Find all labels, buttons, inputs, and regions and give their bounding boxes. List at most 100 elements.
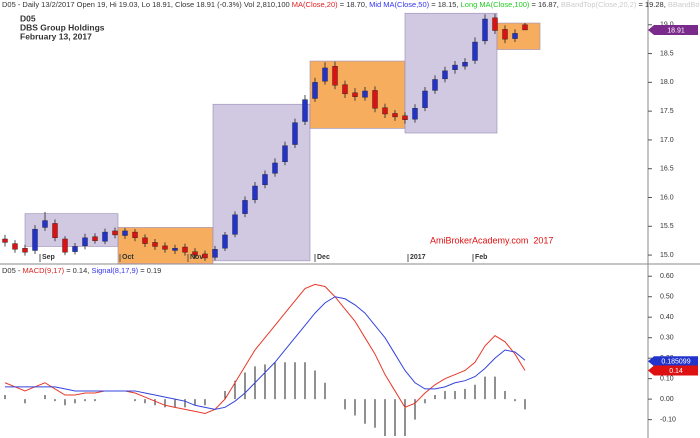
y-tick-label: 0.40 xyxy=(660,314,674,321)
value-flag xyxy=(648,365,698,376)
header-part: = 16.87, xyxy=(529,0,560,9)
header-part: = 18.15, xyxy=(429,0,460,9)
candle-body xyxy=(22,247,28,253)
candle-body xyxy=(342,84,348,95)
y-tick-label: 16.5 xyxy=(660,166,674,173)
value-flag-label: 18.91 xyxy=(667,27,685,34)
header-part: = 0.19 xyxy=(138,266,161,275)
candle-body xyxy=(132,231,138,239)
candle-body xyxy=(492,17,498,31)
header-text: D05 - MACD(9,17) = 0.14, Signal(8,17,9) … xyxy=(2,266,161,275)
candle-body xyxy=(382,107,388,115)
header-part: MA(Close,20) xyxy=(292,0,338,9)
y-tick-label: 0.50 xyxy=(660,294,674,301)
candle-body xyxy=(72,246,78,252)
indicator-line xyxy=(5,296,526,410)
candle-body xyxy=(402,115,408,120)
candle-body xyxy=(82,237,88,247)
candle-body xyxy=(192,251,198,256)
candle-body xyxy=(412,108,418,120)
y-tick-label: 15.5 xyxy=(660,223,674,230)
y-tick-label: 16.0 xyxy=(660,194,674,201)
candle-body xyxy=(482,18,488,42)
y-tick-label: 17.0 xyxy=(660,137,674,144)
value-flag xyxy=(648,356,698,367)
header-part: = 0.14, xyxy=(64,266,91,275)
y-tick-label: 0.10 xyxy=(660,375,674,382)
candle-body xyxy=(152,242,158,247)
y-tick-label: 15.0 xyxy=(660,252,674,259)
header-part: Mid MA(Close,50) xyxy=(369,0,430,9)
header-part: BBandTop(Close,20,2) xyxy=(561,0,637,9)
candle-body xyxy=(362,90,368,98)
candle-body xyxy=(392,113,398,118)
candle-body xyxy=(372,90,378,109)
candle-body xyxy=(502,29,508,40)
candle-body xyxy=(242,200,248,214)
x-tick-label: Dec xyxy=(317,254,330,261)
candle-body xyxy=(12,243,18,250)
y-tick-label: 0.60 xyxy=(660,273,674,280)
header-part: MACD(9,17) xyxy=(22,266,64,275)
candle-body xyxy=(522,24,528,31)
candle-body xyxy=(322,67,328,82)
candle-body xyxy=(272,162,278,174)
candle-body xyxy=(202,253,208,259)
y-tick-label: 0.30 xyxy=(660,335,674,342)
header-part: = 19.28, xyxy=(636,0,667,9)
x-tick-label: Sep xyxy=(42,254,55,261)
candle-body xyxy=(262,174,268,186)
candle-body xyxy=(102,231,108,242)
value-flag-label: 0.14 xyxy=(669,368,683,375)
candle-body xyxy=(282,145,288,163)
x-tick-label: Nov xyxy=(190,254,203,261)
candle-body xyxy=(462,61,468,67)
header-text: D05 - Daily 13/2/2017 Open 19, Hi 19.03,… xyxy=(2,0,700,9)
header-part: D05 - Daily 13/2/2017 Open 19, Hi 19.03,… xyxy=(2,0,292,9)
y-tick-label: 17.5 xyxy=(660,108,674,115)
y-tick-label: 0.00 xyxy=(660,396,674,403)
chart-title-line: February 13, 2017 xyxy=(20,31,92,41)
candle-body xyxy=(52,223,58,239)
month-range-box xyxy=(24,213,119,247)
candle-body xyxy=(122,230,128,236)
header-part: Signal(8,17,9) xyxy=(91,266,138,275)
candle-body xyxy=(172,247,178,251)
candle-body xyxy=(352,92,358,97)
candle-body xyxy=(512,33,518,39)
candle-body xyxy=(42,220,48,228)
candle-body xyxy=(232,214,238,235)
candle-body xyxy=(212,249,218,258)
header-part: BBandBot(Close,20,2) xyxy=(668,0,700,9)
y-tick-label: -0.10 xyxy=(660,416,676,423)
candle-body xyxy=(432,79,438,91)
indicator-line xyxy=(4,283,526,414)
candle-body xyxy=(222,234,228,249)
x-tick-label: Oct xyxy=(122,254,134,261)
chart-title-line: DBS Group Holdings xyxy=(20,22,105,32)
value-flag xyxy=(648,24,698,35)
candle-body xyxy=(442,70,448,80)
candle-body xyxy=(452,64,458,70)
candle-body xyxy=(182,246,188,253)
candle-body xyxy=(112,230,118,236)
header-part: = 18.70, xyxy=(338,0,369,9)
candle-body xyxy=(312,82,318,99)
watermark: AmiBrokerAcademy.com 2017 xyxy=(430,235,553,245)
header-part: Long MA(Close,100) xyxy=(461,0,530,9)
candle-body xyxy=(292,122,298,145)
candle-body xyxy=(332,66,338,86)
value-flag-label: 0.185099 xyxy=(661,359,690,366)
header-part: D05 - xyxy=(2,266,22,275)
candle-body xyxy=(422,90,428,108)
month-range-box xyxy=(404,12,498,134)
y-tick-label: 18.5 xyxy=(660,50,674,57)
candle-body xyxy=(32,228,38,251)
candle-body xyxy=(302,99,308,122)
candle-body xyxy=(252,185,258,201)
candle-body xyxy=(142,237,148,244)
candle-body xyxy=(62,238,68,253)
x-tick-label: 2017 xyxy=(410,254,426,261)
candle-body xyxy=(472,41,478,61)
